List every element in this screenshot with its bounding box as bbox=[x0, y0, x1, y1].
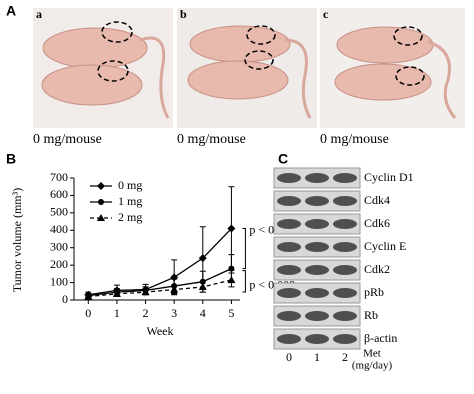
x-tick-label: 0 bbox=[85, 306, 91, 320]
marker bbox=[141, 288, 150, 296]
blot-band bbox=[277, 334, 301, 344]
subpanel-label: c bbox=[323, 7, 329, 21]
marker bbox=[227, 224, 236, 233]
series-line bbox=[88, 279, 232, 298]
blot-band bbox=[277, 173, 301, 183]
marker bbox=[97, 214, 105, 221]
blot-band bbox=[333, 196, 357, 206]
blot-band bbox=[333, 242, 357, 252]
y-tick-label: 400 bbox=[50, 222, 68, 236]
blot-band bbox=[277, 242, 301, 252]
marker bbox=[228, 265, 235, 272]
subpanel-label: b bbox=[180, 7, 187, 21]
y-tick-label: 100 bbox=[50, 274, 68, 288]
panel-label: B bbox=[6, 151, 16, 167]
caption: 0 mg/mouse bbox=[320, 132, 389, 147]
caption: 0 mg/mouse bbox=[177, 132, 246, 147]
plot: 0 100 200 300 400 500 600 700 0 1 2 3 4 5 0 mg 1 mg 2 mg… bbox=[50, 170, 295, 320]
bracket bbox=[242, 228, 246, 270]
caption: 0 mg/mouse bbox=[33, 132, 102, 147]
y-tick-label: 200 bbox=[50, 257, 68, 271]
protein-label: Cdk4 bbox=[364, 193, 390, 207]
dose-axis-label: Met bbox=[363, 348, 381, 360]
legend-label: 1 mg bbox=[118, 194, 142, 208]
western-blot: Cyclin D1 Cdk4 Cdk6 Cyclin E Cdk2 pRb Rb β-acti… bbox=[273, 167, 414, 372]
protein-label: Cdk6 bbox=[364, 216, 390, 230]
y-tick-label: 500 bbox=[50, 205, 68, 219]
legend-label: 0 mg bbox=[118, 178, 142, 192]
blot-band bbox=[333, 334, 357, 344]
blot-band bbox=[333, 219, 357, 229]
blot-band bbox=[305, 265, 329, 275]
panel-label: C bbox=[278, 151, 288, 167]
blot-band bbox=[305, 288, 329, 298]
legend-label: 2 mg bbox=[118, 210, 142, 224]
y-tick-label: 700 bbox=[50, 170, 68, 184]
dose-label: 0 bbox=[286, 350, 292, 364]
blot-band bbox=[305, 219, 329, 229]
x-tick-label: 3 bbox=[171, 306, 177, 320]
series-line bbox=[88, 228, 232, 296]
marker bbox=[198, 254, 207, 263]
blot-band bbox=[333, 173, 357, 183]
marker bbox=[112, 289, 121, 297]
marker bbox=[227, 275, 236, 283]
x-tick-label: 5 bbox=[228, 306, 234, 320]
protein-label: pRb bbox=[364, 285, 384, 299]
blot-band bbox=[305, 242, 329, 252]
blot-band bbox=[305, 311, 329, 321]
x-axis-label: Week bbox=[146, 324, 173, 338]
x-tick-label: 2 bbox=[143, 306, 149, 320]
y-axis-label: Tumor volume (mm³) bbox=[10, 188, 24, 293]
blot-band bbox=[277, 219, 301, 229]
blot-band bbox=[333, 265, 357, 275]
protein-label: Rb bbox=[364, 308, 378, 322]
series-line bbox=[88, 268, 232, 297]
panel-label: A bbox=[6, 3, 16, 19]
dose-axis-label: (mg/day) bbox=[352, 360, 393, 372]
marker bbox=[98, 199, 104, 205]
blot-band bbox=[305, 196, 329, 206]
subpanel-label: a bbox=[36, 7, 42, 21]
protein-label: Cyclin D1 bbox=[364, 170, 414, 184]
dose-label: 1 bbox=[314, 350, 320, 364]
blot-band bbox=[277, 196, 301, 206]
marker bbox=[97, 182, 105, 190]
blot-band bbox=[277, 288, 301, 298]
y-tick-label: 0 bbox=[62, 292, 68, 306]
marker bbox=[170, 285, 179, 293]
dose-label: 2 bbox=[342, 350, 348, 364]
bracket bbox=[242, 270, 246, 293]
x-tick-label: 1 bbox=[114, 306, 120, 320]
protein-label: Cdk2 bbox=[364, 262, 390, 276]
blot-band bbox=[277, 311, 301, 321]
blot-band bbox=[305, 334, 329, 344]
mouse-photos bbox=[33, 8, 465, 128]
marker bbox=[84, 292, 93, 300]
blot-band bbox=[333, 288, 357, 298]
blot-band bbox=[305, 173, 329, 183]
y-tick-label: 300 bbox=[50, 239, 68, 253]
blot-band bbox=[333, 311, 357, 321]
y-tick-label: 600 bbox=[50, 187, 68, 201]
protein-label: β-actin bbox=[364, 331, 397, 345]
protein-label: Cyclin E bbox=[364, 239, 406, 253]
marker bbox=[198, 282, 207, 290]
x-tick-label: 4 bbox=[200, 306, 206, 320]
blot-band bbox=[277, 265, 301, 275]
